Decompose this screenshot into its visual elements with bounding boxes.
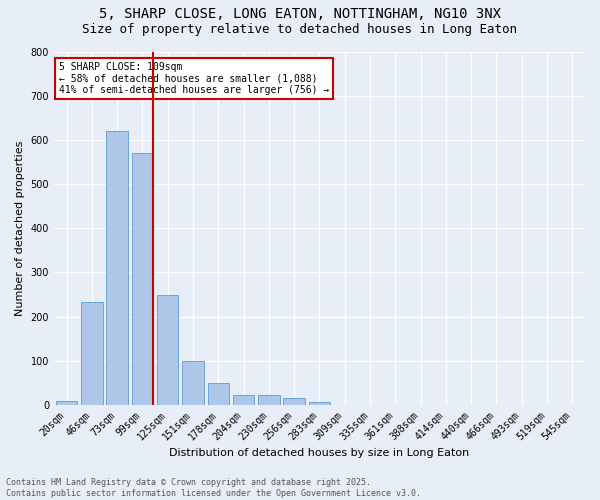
Bar [208,383,229,405]
Bar [258,396,280,405]
Bar [182,361,204,405]
Text: Size of property relative to detached houses in Long Eaton: Size of property relative to detached ho… [83,22,517,36]
Bar [81,302,103,405]
X-axis label: Distribution of detached houses by size in Long Eaton: Distribution of detached houses by size … [169,448,470,458]
Bar [157,294,178,405]
Bar [309,402,330,405]
Bar [106,131,128,405]
Text: Contains HM Land Registry data © Crown copyright and database right 2025.
Contai: Contains HM Land Registry data © Crown c… [6,478,421,498]
Bar [56,400,77,405]
Bar [283,398,305,405]
Text: 5 SHARP CLOSE: 109sqm
← 58% of detached houses are smaller (1,088)
41% of semi-d: 5 SHARP CLOSE: 109sqm ← 58% of detached … [59,62,329,96]
Text: 5, SHARP CLOSE, LONG EATON, NOTTINGHAM, NG10 3NX: 5, SHARP CLOSE, LONG EATON, NOTTINGHAM, … [99,8,501,22]
Bar [233,396,254,405]
Y-axis label: Number of detached properties: Number of detached properties [15,140,25,316]
Bar [131,153,153,405]
